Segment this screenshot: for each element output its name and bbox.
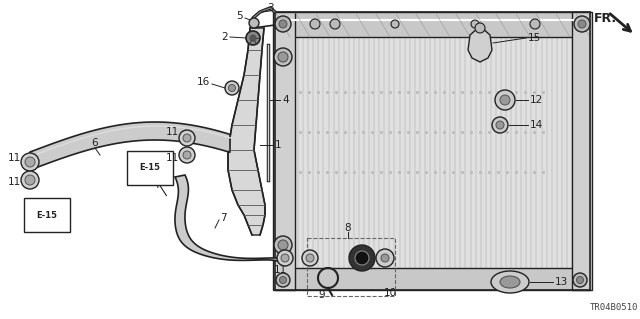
- Circle shape: [376, 249, 394, 267]
- Circle shape: [281, 254, 289, 262]
- Circle shape: [277, 250, 293, 266]
- Text: 4: 4: [282, 95, 289, 105]
- Circle shape: [578, 20, 586, 28]
- Circle shape: [492, 117, 508, 133]
- Circle shape: [280, 277, 287, 284]
- Circle shape: [391, 20, 399, 28]
- Circle shape: [471, 20, 479, 28]
- Bar: [275, 12, 590, 37]
- Bar: [275, 268, 590, 290]
- Text: FR.: FR.: [594, 11, 617, 25]
- Bar: [572, 12, 592, 290]
- Circle shape: [274, 48, 292, 66]
- Circle shape: [278, 52, 288, 62]
- Circle shape: [496, 121, 504, 129]
- Text: E-15: E-15: [140, 164, 161, 173]
- Bar: [273, 12, 295, 290]
- Circle shape: [355, 251, 369, 265]
- Circle shape: [25, 157, 35, 167]
- Circle shape: [179, 147, 195, 163]
- Text: 14: 14: [530, 120, 543, 130]
- Circle shape: [246, 31, 260, 45]
- Text: 6: 6: [92, 138, 99, 148]
- Circle shape: [349, 245, 375, 271]
- Ellipse shape: [500, 276, 520, 288]
- Polygon shape: [468, 28, 492, 62]
- Text: 15: 15: [528, 33, 541, 43]
- Bar: [293, 32, 572, 270]
- Circle shape: [306, 254, 314, 262]
- Text: 2: 2: [221, 32, 228, 42]
- Circle shape: [381, 254, 389, 262]
- Text: 5: 5: [236, 11, 243, 21]
- Text: 10: 10: [383, 288, 397, 298]
- Text: 8: 8: [345, 223, 351, 233]
- Circle shape: [276, 273, 290, 287]
- Text: 16: 16: [196, 77, 210, 87]
- Circle shape: [278, 240, 288, 250]
- Circle shape: [475, 23, 485, 33]
- Text: 13: 13: [555, 277, 568, 287]
- Text: 11: 11: [165, 153, 179, 163]
- Bar: [307, 238, 395, 296]
- Circle shape: [25, 175, 35, 185]
- Circle shape: [495, 90, 515, 110]
- Text: E-15: E-15: [36, 211, 58, 219]
- Polygon shape: [228, 28, 265, 235]
- Circle shape: [183, 134, 191, 142]
- Polygon shape: [175, 175, 290, 262]
- Circle shape: [183, 151, 191, 159]
- Text: TR04B0510: TR04B0510: [590, 303, 638, 313]
- Text: 1: 1: [275, 140, 282, 150]
- Circle shape: [21, 153, 39, 171]
- Circle shape: [574, 16, 590, 32]
- Circle shape: [250, 35, 256, 41]
- Circle shape: [249, 18, 259, 28]
- Text: 7: 7: [220, 213, 227, 223]
- Circle shape: [573, 273, 587, 287]
- Text: 11: 11: [165, 127, 179, 137]
- Circle shape: [179, 130, 195, 146]
- Circle shape: [500, 95, 510, 105]
- Circle shape: [225, 81, 239, 95]
- Circle shape: [530, 19, 540, 29]
- Text: 11: 11: [273, 265, 287, 275]
- Text: 9: 9: [319, 290, 325, 300]
- Circle shape: [228, 85, 236, 92]
- Text: 11: 11: [8, 177, 20, 187]
- Circle shape: [577, 277, 584, 284]
- Text: 3: 3: [267, 3, 273, 13]
- Text: 11: 11: [8, 153, 20, 163]
- Text: 12: 12: [530, 95, 543, 105]
- Circle shape: [310, 19, 320, 29]
- Polygon shape: [30, 122, 230, 170]
- Bar: [275, 12, 590, 290]
- Circle shape: [21, 171, 39, 189]
- Circle shape: [302, 250, 318, 266]
- Circle shape: [330, 19, 340, 29]
- Circle shape: [279, 20, 287, 28]
- Circle shape: [275, 16, 291, 32]
- Ellipse shape: [491, 271, 529, 293]
- Circle shape: [274, 236, 292, 254]
